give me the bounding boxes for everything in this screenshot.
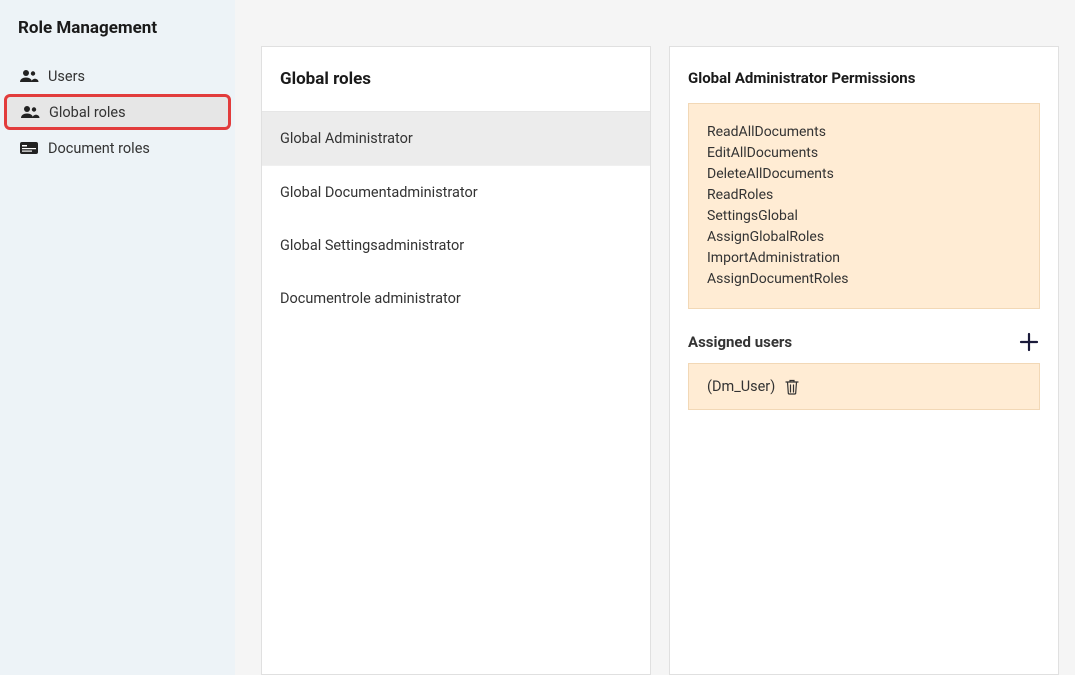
permission-item: ReadAllDocuments: [707, 122, 1021, 143]
permission-item: AssignGlobalRoles: [707, 227, 1021, 248]
permission-item: AssignDocumentRoles: [707, 269, 1021, 290]
permission-item: ReadRoles: [707, 185, 1021, 206]
permissions-title: Global Administrator Permissions: [670, 47, 1058, 103]
permissions-panel: Global Administrator Permissions ReadAll…: [669, 46, 1059, 675]
permission-item: EditAllDocuments: [707, 143, 1021, 164]
sidebar-item-users[interactable]: Users: [0, 58, 235, 94]
sidebar-item-label: Global roles: [49, 104, 126, 121]
permissions-list: ReadAllDocuments EditAllDocuments Delete…: [688, 103, 1040, 309]
add-user-button[interactable]: [1018, 331, 1040, 353]
role-item[interactable]: Global Settingsadministrator: [262, 219, 650, 272]
role-item[interactable]: Global Administrator: [262, 112, 650, 166]
sidebar-title: Role Management: [0, 18, 235, 58]
users-icon: [18, 67, 40, 85]
delete-user-button[interactable]: [785, 379, 799, 395]
permission-item: DeleteAllDocuments: [707, 164, 1021, 185]
assigned-users-label: Assigned users: [688, 333, 792, 351]
sidebar-item-global-roles[interactable]: Global roles: [4, 94, 231, 130]
permission-item: SettingsGlobal: [707, 206, 1021, 227]
permission-item: ImportAdministration: [707, 248, 1021, 269]
users-icon: [19, 103, 41, 121]
assigned-user-label: (Dm_User): [707, 378, 775, 395]
sidebar-item-document-roles[interactable]: Document roles: [0, 130, 235, 166]
global-roles-panel: Global roles Global Administrator Global…: [261, 46, 651, 675]
card-icon: [18, 139, 40, 157]
roles-panel-title: Global roles: [262, 47, 650, 112]
role-item[interactable]: Global Documentadministrator: [262, 166, 650, 219]
role-item[interactable]: Documentrole administrator: [262, 272, 650, 325]
sidebar-item-label: Users: [48, 68, 85, 85]
assigned-users-header: Assigned users: [670, 309, 1058, 363]
assigned-user-row: (Dm_User): [688, 363, 1040, 410]
main-content: Global roles Global Administrator Global…: [235, 0, 1075, 675]
sidebar: Role Management Users Global roles Docum…: [0, 0, 235, 675]
sidebar-item-label: Document roles: [48, 140, 150, 157]
